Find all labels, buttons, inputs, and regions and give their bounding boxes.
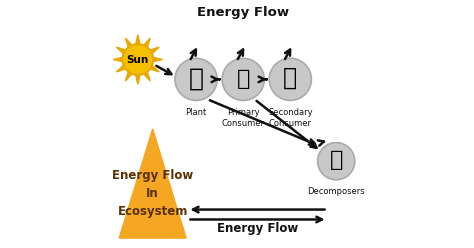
Text: Sun: Sun <box>127 55 149 64</box>
Polygon shape <box>136 35 140 44</box>
Polygon shape <box>116 47 126 54</box>
Text: Energy Flow: Energy Flow <box>217 222 298 235</box>
Text: Energy Flow: Energy Flow <box>197 6 289 19</box>
Polygon shape <box>116 65 126 72</box>
Polygon shape <box>144 72 150 81</box>
Text: Decomposers: Decomposers <box>307 187 365 196</box>
Text: 🦅: 🦅 <box>283 66 297 90</box>
Polygon shape <box>119 129 186 238</box>
Polygon shape <box>150 65 159 72</box>
Text: 🐀: 🐀 <box>237 69 250 89</box>
Text: 🍄: 🍄 <box>329 150 343 170</box>
Text: Energy Flow
In
Ecosystem: Energy Flow In Ecosystem <box>112 169 193 218</box>
Circle shape <box>222 58 264 100</box>
Polygon shape <box>144 38 150 47</box>
Polygon shape <box>113 57 123 62</box>
Text: Secondary
Consumer: Secondary Consumer <box>268 108 313 128</box>
Text: 🌿: 🌿 <box>189 66 203 90</box>
Polygon shape <box>136 75 140 84</box>
Polygon shape <box>150 47 159 54</box>
Circle shape <box>318 143 355 180</box>
Circle shape <box>269 58 311 100</box>
Polygon shape <box>126 72 132 81</box>
Text: Plant: Plant <box>185 108 207 117</box>
Circle shape <box>122 44 153 75</box>
Text: Primary
Consumer: Primary Consumer <box>222 108 264 128</box>
Polygon shape <box>153 57 163 62</box>
Polygon shape <box>126 38 132 47</box>
Circle shape <box>175 58 217 100</box>
